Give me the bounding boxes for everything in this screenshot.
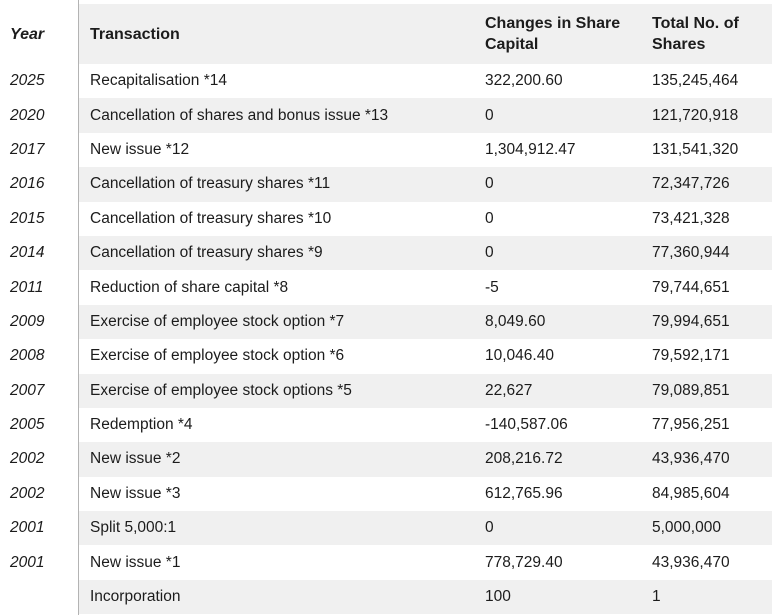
table-row: 2005 Redemption *4 -140,587.06 77,956,25… <box>0 407 772 443</box>
change-cell: 22,627 <box>473 373 640 408</box>
table-row: 2002 New issue *3 612,765.96 84,985,604 <box>0 476 772 512</box>
year-column-divider <box>78 0 79 615</box>
year-cell: 2002 <box>0 442 78 477</box>
table-row: 2001 New issue *1 778,729.40 43,936,470 <box>0 545 772 580</box>
total-cell: 77,956,251 <box>652 416 730 434</box>
change-cell: 0 <box>473 511 640 546</box>
change-cell: 10,046.40 <box>485 347 554 365</box>
year-cell: 2025 <box>0 64 78 99</box>
change-cell: 8,049.60 <box>473 304 640 340</box>
transaction-cell: Redemption *4 <box>90 416 193 434</box>
transaction-cell: Cancellation of treasury shares *11 <box>78 167 473 202</box>
change-cell: 1,304,912.47 <box>485 140 576 158</box>
year-cell: 2017 <box>0 132 78 168</box>
change-cell: 778,729.40 <box>485 553 563 571</box>
table-row: 2011 Reduction of share capital *8 -5 79… <box>0 270 772 305</box>
transaction-cell: Incorporation <box>78 579 473 615</box>
column-header-total-no-of-shares: Total No. of Shares <box>640 4 772 64</box>
total-cell: 73,421,328 <box>652 209 730 227</box>
column-header-transaction: Transaction <box>78 4 473 64</box>
transaction-cell: Cancellation of shares and bonus issue *… <box>78 98 473 133</box>
header-row: Year Transaction Changes in Share Capita… <box>0 4 772 64</box>
total-cell: 79,994,651 <box>640 304 772 340</box>
transaction-cell: New issue *12 <box>90 140 190 158</box>
transaction-cell: Recapitalisation *14 <box>90 72 228 90</box>
year-cell: 2005 <box>0 407 78 443</box>
transaction-cell: Split 5,000:1 <box>78 511 473 546</box>
change-cell: -140,587.06 <box>485 416 568 434</box>
total-cell: 135,245,464 <box>652 72 739 90</box>
year-cell <box>0 579 78 615</box>
total-cell: 1 <box>640 579 772 615</box>
transaction-cell: New issue *1 <box>90 553 181 571</box>
table-row: 2015 Cancellation of treasury shares *10… <box>0 201 772 236</box>
transaction-cell: Cancellation of treasury shares *10 <box>90 209 332 227</box>
transaction-cell: Exercise of employee stock option *6 <box>90 347 345 365</box>
year-cell: 2007 <box>0 373 78 408</box>
change-cell: 0 <box>473 235 640 271</box>
transaction-cell: Exercise of employee stock options *5 <box>78 373 473 408</box>
year-cell: 2015 <box>0 201 78 236</box>
transaction-cell: Exercise of employee stock option *7 <box>78 304 473 340</box>
change-cell: 208,216.72 <box>473 442 640 477</box>
total-cell: 5,000,000 <box>640 511 772 546</box>
column-header-year: Year <box>0 4 78 64</box>
table-row: 2007 Exercise of employee stock options … <box>0 373 772 408</box>
transaction-cell: Cancellation of treasury shares *9 <box>78 235 473 271</box>
year-cell: 2011 <box>0 270 78 305</box>
total-cell: 131,541,320 <box>652 140 739 158</box>
total-cell: 121,720,918 <box>640 98 772 133</box>
table-row: 2001 Split 5,000:1 0 5,000,000 <box>0 511 772 546</box>
total-cell: 84,985,604 <box>652 484 730 502</box>
year-cell: 2014 <box>0 235 78 271</box>
column-header-changes-in-share-capital: Changes in Share Capital <box>473 4 640 64</box>
table-row: 2016 Cancellation of treasury shares *11… <box>0 167 772 202</box>
transaction-cell: Reduction of share capital *8 <box>90 278 289 296</box>
change-cell: 322,200.60 <box>485 72 563 90</box>
total-cell: 72,347,726 <box>640 167 772 202</box>
total-cell: 43,936,470 <box>640 442 772 477</box>
total-cell: 79,592,171 <box>652 347 730 365</box>
table-row: Incorporation 100 1 <box>0 579 772 615</box>
transaction-cell: New issue *2 <box>78 442 473 477</box>
table-row: 2020 Cancellation of shares and bonus is… <box>0 98 772 133</box>
transaction-cell: New issue *3 <box>90 484 181 502</box>
year-cell: 2008 <box>0 339 78 374</box>
year-cell: 2009 <box>0 304 78 340</box>
year-cell: 2020 <box>0 98 78 133</box>
change-cell: 0 <box>473 98 640 133</box>
table-row: 2017 New issue *12 1,304,912.47 131,541,… <box>0 132 772 168</box>
share-capital-history-table: Year Transaction Changes in Share Capita… <box>0 4 772 615</box>
change-cell: 0 <box>473 167 640 202</box>
table-row: 2014 Cancellation of treasury shares *9 … <box>0 235 772 271</box>
change-cell: -5 <box>485 278 499 296</box>
year-cell: 2016 <box>0 167 78 202</box>
total-cell: 79,089,851 <box>640 373 772 408</box>
change-cell: 612,765.96 <box>485 484 563 502</box>
total-cell: 79,744,651 <box>652 278 730 296</box>
year-cell: 2002 <box>0 476 78 512</box>
total-cell: 43,936,470 <box>652 553 730 571</box>
total-cell: 77,360,944 <box>640 235 772 271</box>
table-row: 2008 Exercise of employee stock option *… <box>0 339 772 374</box>
year-cell: 2001 <box>0 545 78 580</box>
table-row: 2002 New issue *2 208,216.72 43,936,470 <box>0 442 772 477</box>
change-cell: 100 <box>473 579 640 615</box>
table-row: 2009 Exercise of employee stock option *… <box>0 304 772 340</box>
table-row: 2025 Recapitalisation *14 322,200.60 135… <box>0 64 772 99</box>
change-cell: 0 <box>485 209 494 227</box>
year-cell: 2001 <box>0 511 78 546</box>
